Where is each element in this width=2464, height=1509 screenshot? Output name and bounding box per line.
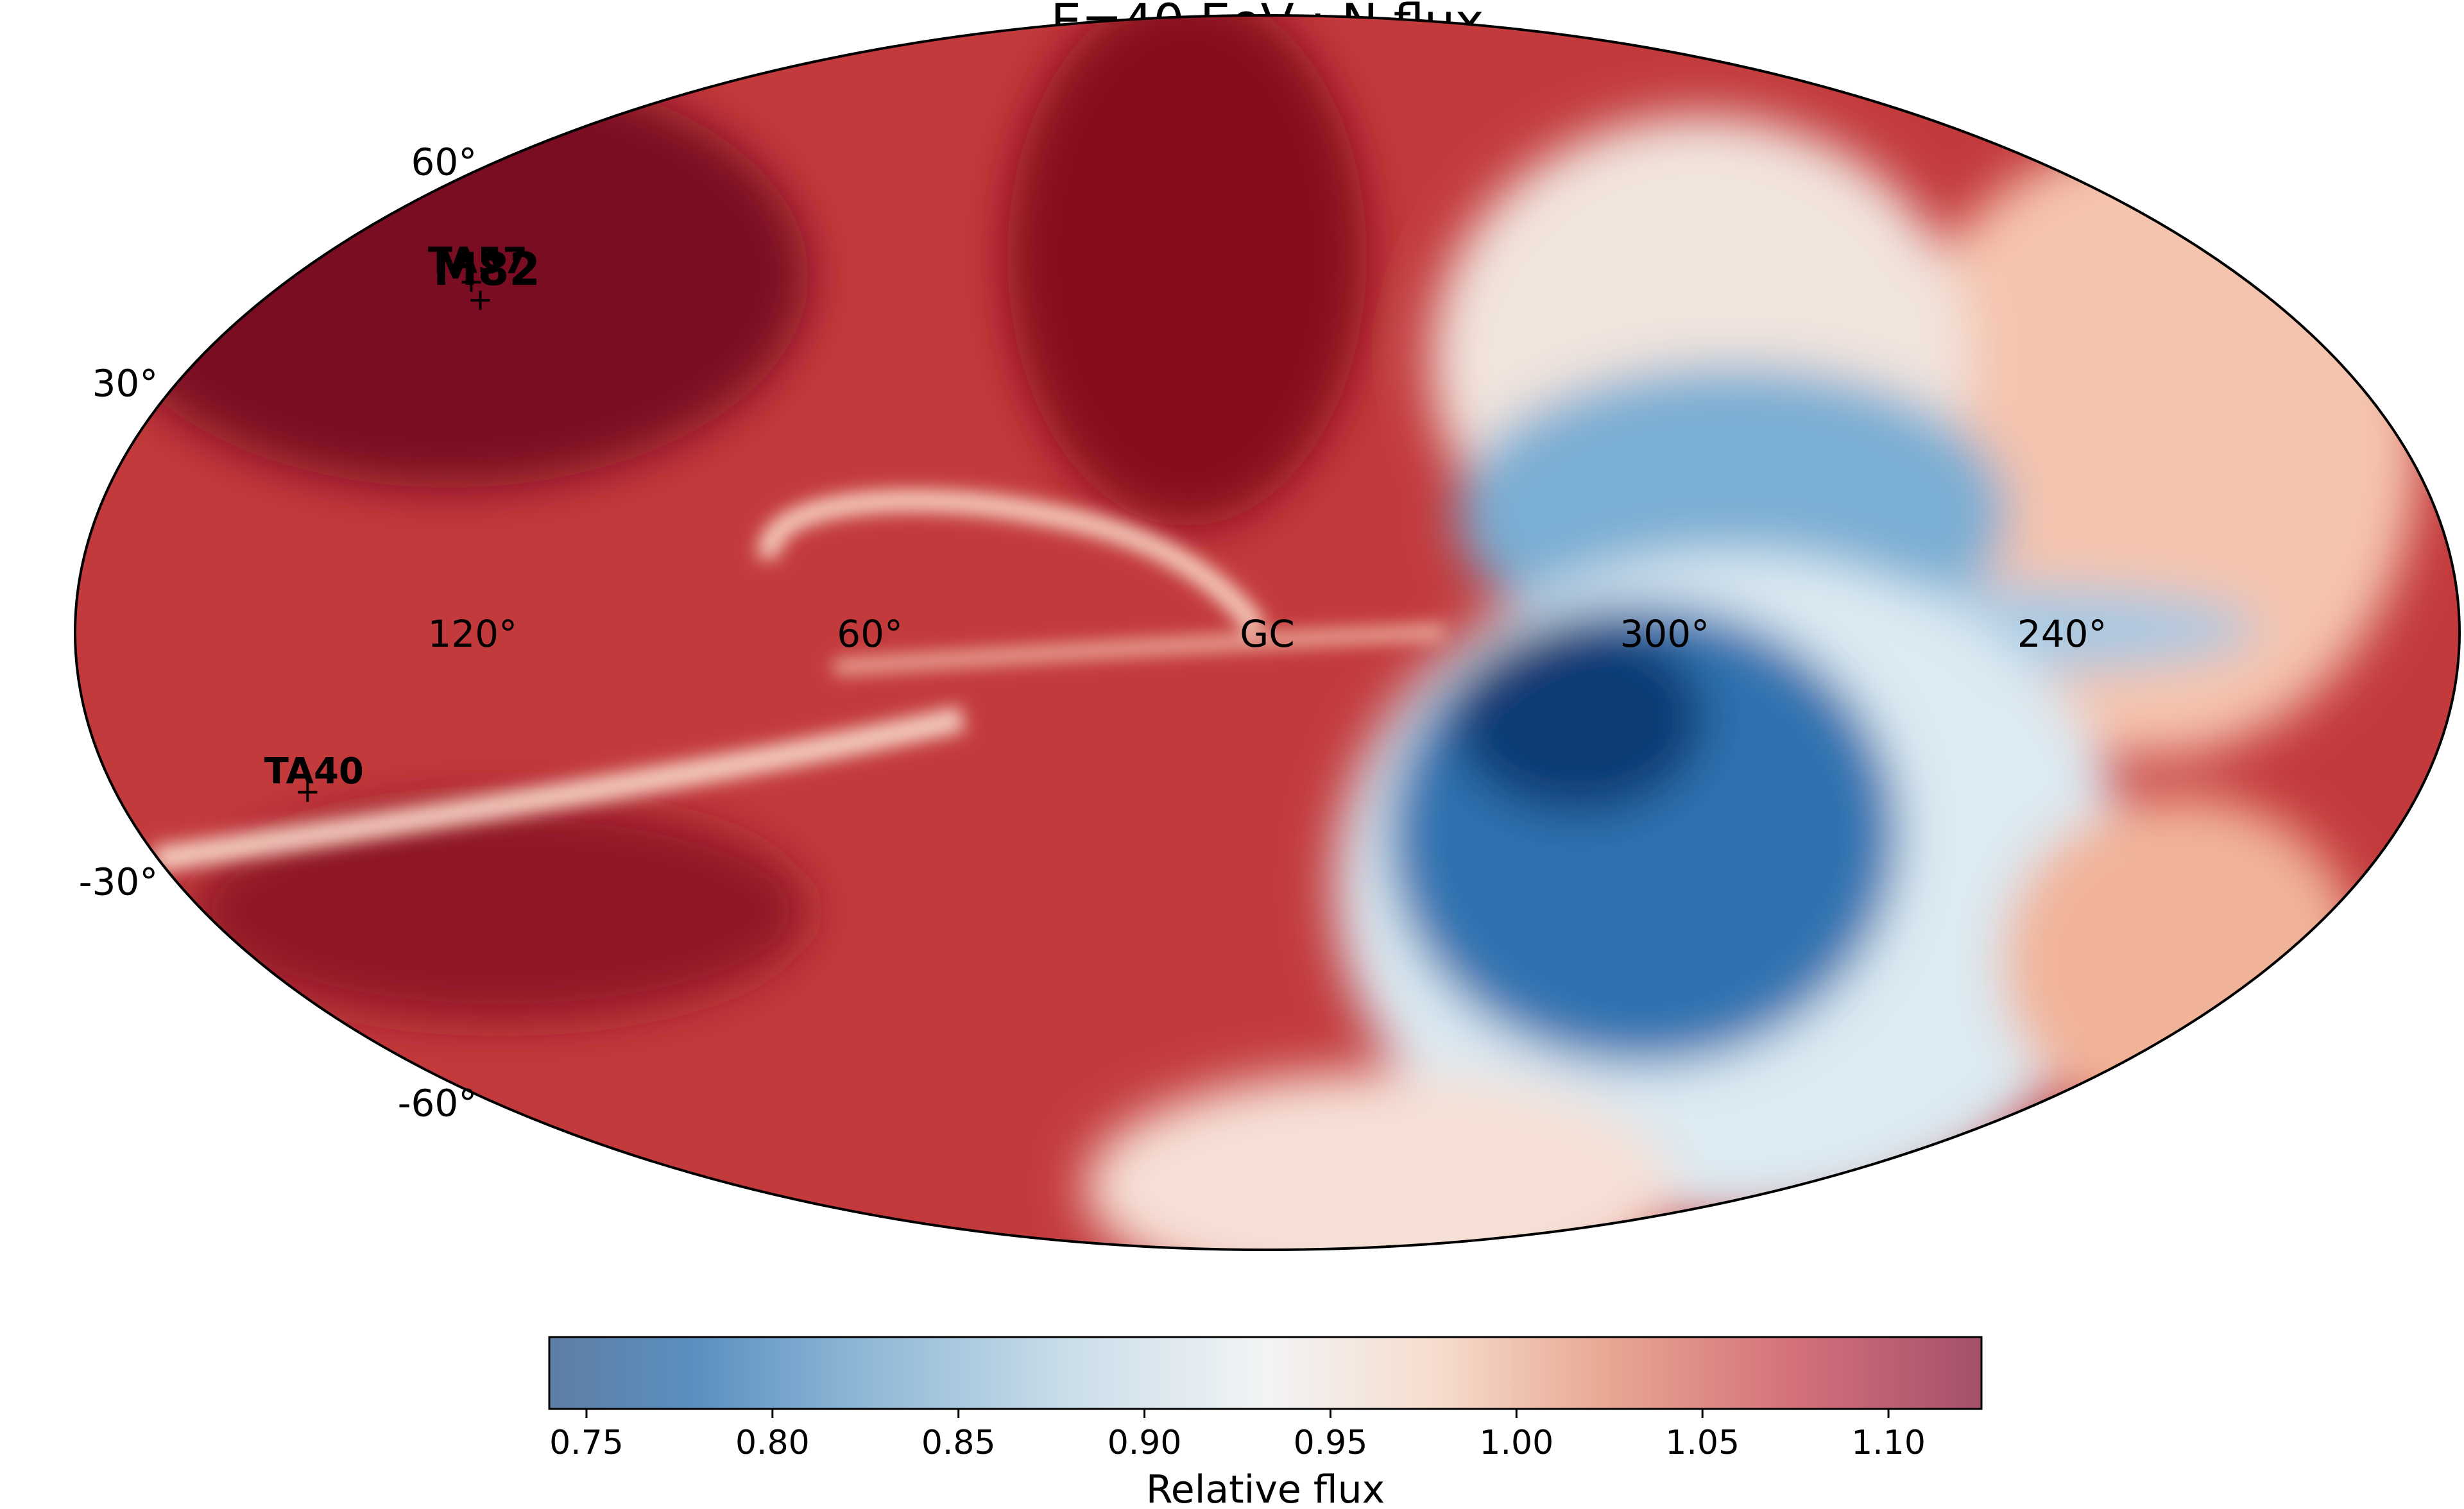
- lat-label-60: 60°: [411, 141, 477, 184]
- source-ta40: TA40: [264, 751, 364, 802]
- colorbar-tick-label: 1.10: [1851, 1424, 1926, 1462]
- southern-filament: [151, 706, 966, 873]
- lat-label--60: -60°: [398, 1081, 477, 1125]
- lon-label-240: 240°: [2017, 612, 2107, 656]
- colorbar-ticks: 0.75 0.80 0.85 0.90 0.95 1.00 1.05 1.10: [549, 1409, 1926, 1462]
- lon-label-GC: GC: [1240, 612, 1294, 656]
- colorbar-tick-label: 0.80: [735, 1424, 810, 1462]
- colorbar-tick-label: 1.00: [1479, 1424, 1553, 1462]
- source-ta57: TA57: [428, 241, 527, 292]
- lat-label-30: 30°: [92, 361, 158, 405]
- southern-excess: [193, 802, 809, 1020]
- source-cross: [298, 782, 318, 802]
- source-cross: [470, 291, 490, 311]
- source-label: TA40: [264, 751, 364, 792]
- lat-label--30: -30°: [79, 860, 158, 904]
- colorbar-tick-label: 0.75: [549, 1424, 624, 1462]
- longitude-labels: 180° 120° 60° GC 300° 240°: [0, 612, 2107, 656]
- sky-map: [75, 15, 2460, 1250]
- colorbar-label: Relative flux: [1146, 1467, 1385, 1509]
- sky-map-outline: [74, 14, 2461, 1251]
- northern-arc: [758, 490, 1267, 636]
- central-streak: [834, 625, 1444, 674]
- lon-label-120: 120°: [427, 612, 517, 656]
- colorbar-tick-label: 0.95: [1294, 1424, 1368, 1462]
- colorbar-tick-label: 1.05: [1665, 1424, 1740, 1462]
- source-cross: [461, 272, 481, 292]
- north-center-excess: [1007, 15, 1367, 526]
- colorbar: [548, 1336, 1983, 1410]
- flux-colour-field: [90, 15, 2419, 1250]
- lon-label-180: 180°: [0, 612, 1, 656]
- colorbar-tick-label: 0.85: [921, 1424, 996, 1462]
- southern-pole-pale: [1084, 1071, 1675, 1250]
- lon-label-60: 60°: [837, 612, 903, 656]
- colorbar-tick-label: 0.90: [1108, 1424, 1182, 1462]
- filaments: [151, 490, 1444, 873]
- source-label: M82: [433, 243, 540, 296]
- source-label: TA57: [428, 241, 527, 282]
- southern-deficit-core: [1450, 622, 1707, 815]
- source-m82: M82: [433, 243, 540, 311]
- south-western-excess: [2002, 796, 2361, 1129]
- lon-label-300: 300°: [1620, 612, 1709, 656]
- latitude-labels: 60° 30° -30° -60°: [79, 141, 477, 1125]
